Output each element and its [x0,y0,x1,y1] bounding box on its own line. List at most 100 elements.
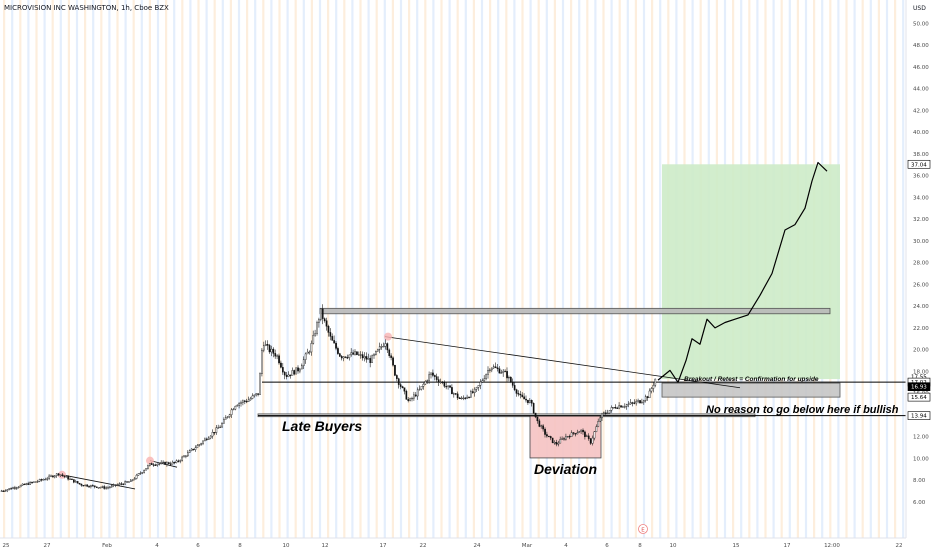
session-stripe [408,0,411,538]
chart-title: MICROVISION INC WASHINGTON, 1h, Cboe BZX [4,4,169,12]
candle-body [69,478,71,480]
candle-body [264,344,267,346]
candle-body [54,475,56,478]
session-stripe [221,0,224,538]
candle-body [587,435,590,439]
session-stripe [561,0,565,538]
candle-body [578,431,581,433]
candle-body [563,438,565,440]
candle-body [637,400,639,402]
candle-body [390,355,392,358]
x-tick-label: 17 [784,543,791,549]
candle-body [173,461,176,464]
candle-body [527,399,529,403]
candle-body [175,460,178,463]
candle-body [487,370,489,375]
candle-body [612,407,615,409]
candle-body [150,463,153,465]
candle-body [652,385,655,389]
candle-body [624,406,626,408]
candle-body [29,481,31,485]
candle-body [498,368,501,374]
session-stripe [537,0,540,538]
candle-body [40,479,43,481]
candle-body [147,465,149,469]
candle-body [190,448,193,451]
candle-body [268,345,271,353]
candle-body [567,436,569,438]
session-stripe [92,0,95,538]
session-stripe [229,0,232,538]
session-stripe [480,0,484,538]
session-stripe [505,0,508,538]
candle-body [133,478,136,480]
x-tick-label: 10 [670,543,677,549]
candle-body [363,356,366,359]
session-stripe [440,0,443,538]
candle-body [314,333,316,336]
session-stripe [27,0,30,538]
candle-body [17,486,20,488]
candle-body [481,380,484,383]
candle-body [46,478,49,480]
x-tick-label: 17 [380,543,387,549]
candle-body [386,343,389,351]
candle-body [33,481,35,483]
session-stripe [359,0,362,538]
candle-body [4,490,7,492]
candle-body [631,402,634,404]
candle-body [633,402,636,404]
candle-body [464,397,467,399]
candle-body [323,318,326,321]
candle-body [261,349,263,374]
candle-body [90,485,92,488]
candle-body [143,470,145,473]
candle-body [523,396,525,400]
candle-body [327,326,330,333]
y-tick-label: 48.00 [913,43,929,49]
y-tick-label: 8.00 [913,478,926,484]
y-tick-label: 32.00 [913,217,929,223]
candle-body [101,486,104,488]
session-stripe [351,0,354,538]
candle-body [496,367,499,369]
session-stripe [602,0,605,538]
candle-body [238,403,240,406]
candle-body [181,456,183,461]
candle-body [532,402,535,414]
candle-body [540,425,543,427]
candle-body [188,450,191,453]
candle-body [500,372,503,374]
candle-body [453,393,455,395]
candle-body [339,353,341,357]
candle-body [620,405,622,408]
candle-body [625,404,628,407]
candle-body [166,462,168,465]
candle-body [574,433,577,435]
candle-body [340,356,343,359]
candlesticks [0,161,828,493]
y-tick-label: 46.00 [913,65,929,71]
candle-body [331,336,334,341]
candle-body [295,367,297,375]
session-stripe [310,0,313,538]
trendline [61,474,136,490]
price-label: 13.94 [911,414,927,420]
candle-body [55,473,58,477]
candle-body [306,351,309,355]
candle-body [375,350,377,355]
candle-body [312,334,315,344]
y-tick-label: 20.00 [913,348,929,354]
candle-body [243,400,246,402]
candle-body [297,367,299,372]
candle-body [25,483,28,485]
candle-body [616,407,619,409]
candle-body [392,357,394,366]
candle-body [285,374,288,377]
candle-body [591,437,594,444]
candle-body [477,385,480,388]
session-stripe [67,0,70,538]
candle-body [437,379,440,383]
candle-body [179,460,182,462]
